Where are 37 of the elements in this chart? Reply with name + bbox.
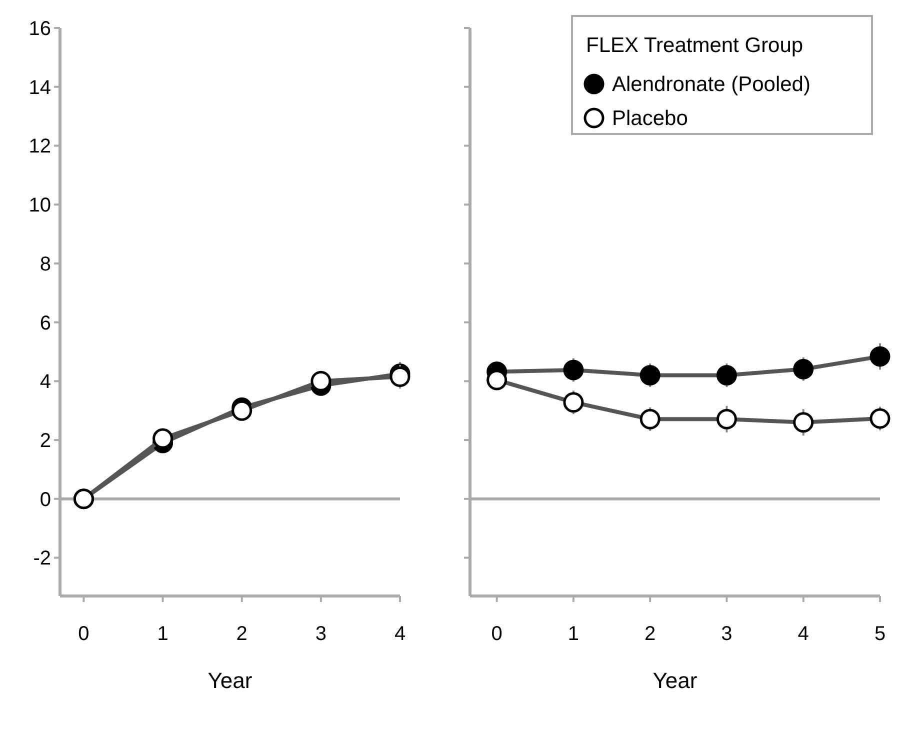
x-tick-label: 0 (78, 623, 90, 645)
point (640, 408, 660, 430)
x-axis-title: Year (208, 668, 252, 693)
y-tick-label: 2 (40, 430, 51, 452)
legend-label: Placebo (612, 107, 688, 130)
x-tick-label: 3 (315, 623, 326, 645)
x-tick-label: 2 (644, 623, 656, 645)
x-tick-label: 1 (568, 623, 580, 645)
point (563, 360, 584, 380)
x-tick-label: 4 (798, 623, 809, 645)
y-tick-label: 6 (40, 312, 51, 334)
point (563, 392, 584, 413)
x-tick-label: 3 (721, 623, 732, 645)
y-tick-label: 0 (40, 488, 51, 511)
x-tick-label: 4 (394, 623, 406, 645)
y-tick-label: 16 (28, 18, 51, 40)
point (870, 408, 890, 429)
x-tick-label: 2 (236, 623, 248, 645)
legend-label: Alendronate (Pooled) (612, 73, 810, 96)
x-tick-label: 1 (157, 623, 168, 645)
y-tick-label: 10 (28, 194, 51, 217)
point (793, 412, 814, 433)
point (793, 358, 814, 380)
y-tick-label: 12 (28, 136, 51, 158)
point (716, 408, 737, 430)
y-tick-label: 4 (40, 371, 51, 394)
x-tick-label: 0 (491, 623, 502, 645)
point (870, 346, 890, 367)
legend-title: FLEX Treatment Group (586, 34, 804, 57)
y-tick-label: 8 (40, 253, 51, 276)
y-tick-label: -2 (33, 548, 51, 570)
x-axis-title: Year (652, 668, 698, 693)
x-tick-label: 5 (874, 623, 886, 645)
y-tick-label: 14 (28, 76, 51, 99)
point (486, 370, 508, 390)
point (640, 365, 660, 386)
point (716, 365, 737, 386)
